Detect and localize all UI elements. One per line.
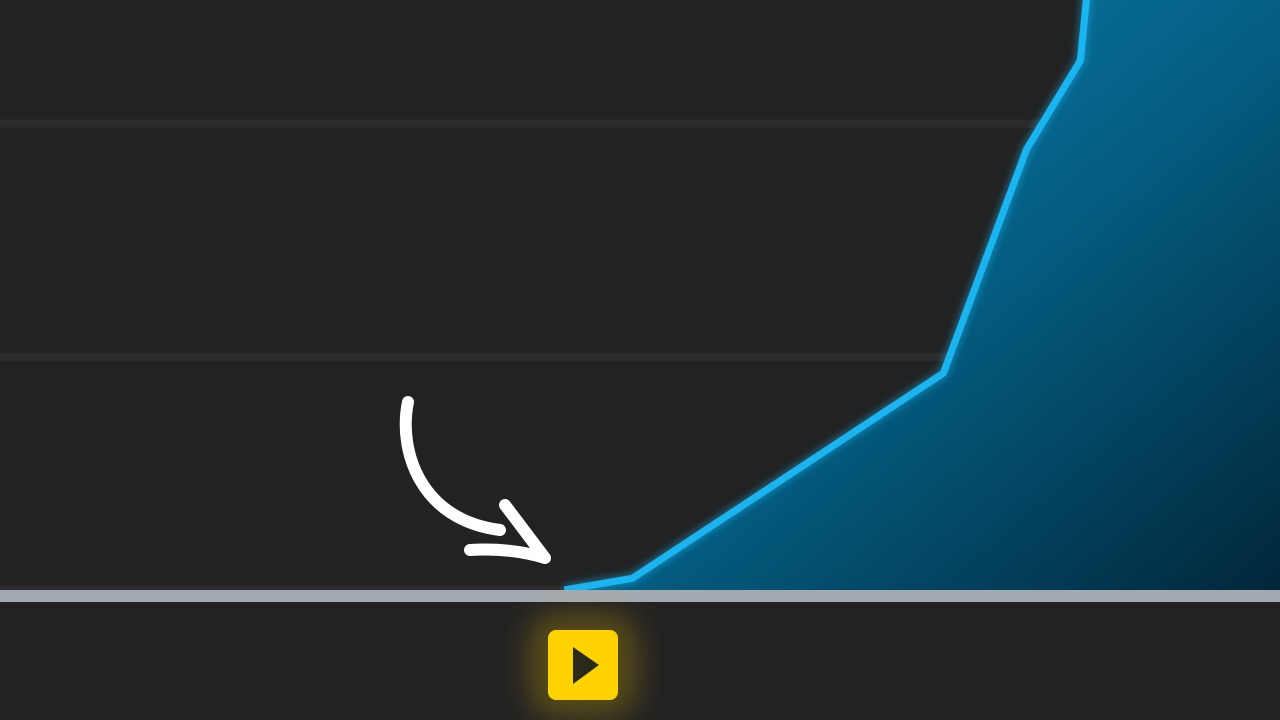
x-axis <box>0 590 1280 602</box>
line <box>563 0 1090 594</box>
area-fill <box>564 0 1280 590</box>
annotation-arrow <box>399 396 551 564</box>
play-icon <box>573 647 599 684</box>
